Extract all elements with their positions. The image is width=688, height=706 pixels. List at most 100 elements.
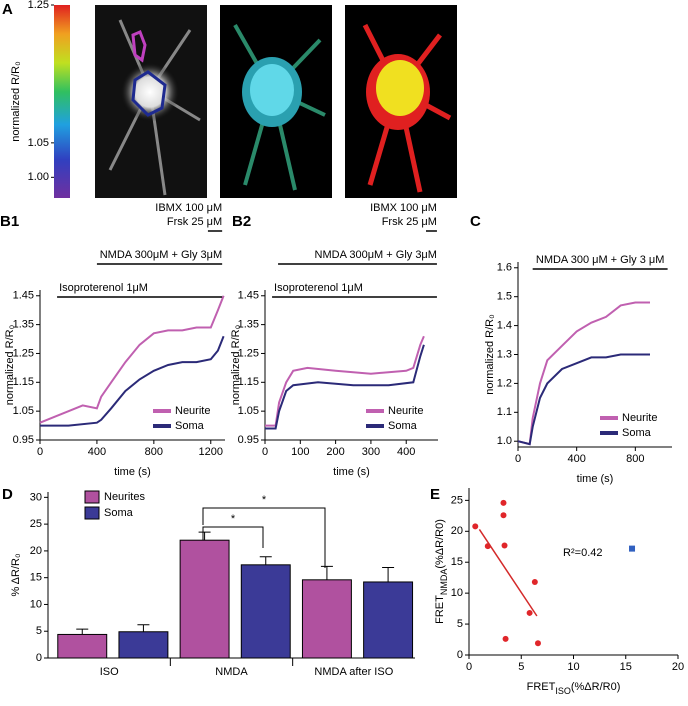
y-tick-label: 1.05	[13, 405, 34, 417]
error-bar	[259, 556, 272, 565]
point	[534, 640, 541, 647]
y-tick-label: 1.6	[497, 262, 512, 274]
x-tick-label: NMDA after ISO	[314, 666, 393, 678]
x-tick-label: 1200	[199, 446, 223, 458]
legend-label: Soma	[622, 427, 652, 439]
y-tick-label: 5	[36, 625, 42, 637]
y-tick-label: 1.1	[497, 406, 512, 418]
panel-label: C	[470, 213, 481, 230]
y-axis-label: normalized R/R₀	[230, 325, 242, 405]
treatment-label: IBMX 100 μM	[155, 202, 222, 214]
y-axis-label: FRETNMDA(%ΔR/R0)	[434, 519, 449, 624]
annotation: R²=0.42	[563, 547, 602, 559]
y-tick-label: 15	[451, 556, 463, 568]
point	[526, 609, 533, 616]
y-tick-label: 10	[451, 587, 463, 599]
trace	[39, 295, 225, 424]
x-tick-label: 200	[326, 446, 344, 458]
y-tick-label: 20	[30, 545, 42, 557]
panel-label: B1	[0, 213, 19, 230]
legend-label: Soma	[104, 507, 134, 519]
panel-label: B2	[232, 213, 251, 230]
x-tick-label: 400	[567, 453, 585, 465]
legend-label: Neurite	[388, 405, 423, 417]
micrograph-gray	[95, 5, 207, 198]
panel-label: D	[2, 486, 13, 503]
colorbar-tick-label: 1.00	[28, 171, 49, 183]
x-tick-label: 0	[262, 446, 268, 458]
point	[472, 523, 479, 530]
colorbar-tick-label: 1.25	[28, 0, 49, 11]
y-tick-label: 0	[36, 652, 42, 664]
panel-label: A	[2, 1, 13, 18]
y-tick-label: 25	[451, 494, 463, 506]
x-tick-label: ISO	[100, 666, 119, 678]
legend-swatch	[84, 506, 100, 520]
panel-label: E	[430, 486, 440, 503]
x-tick-label: 5	[518, 661, 524, 673]
x-tick-label: 400	[397, 446, 415, 458]
y-axis-label: normalized R/R₀	[484, 314, 496, 394]
treatment-label: IBMX 100 μM	[370, 202, 437, 214]
x-axis-label-part: ISO	[555, 686, 571, 696]
micrograph-ratio	[220, 5, 332, 198]
trace	[517, 301, 650, 446]
point	[629, 545, 636, 552]
trace	[265, 335, 425, 427]
significance-star: *	[231, 513, 236, 525]
trace	[40, 335, 225, 427]
x-tick-label: 20	[672, 661, 684, 673]
legend-label: Soma	[175, 420, 205, 432]
x-tick-label: 300	[362, 446, 380, 458]
y-tick-label: 1.25	[13, 347, 34, 359]
y-tick-label: 1.5	[497, 291, 512, 303]
colorbar	[54, 5, 70, 198]
x-axis-label: time (s)	[114, 466, 151, 478]
x-axis-label: time (s)	[333, 466, 370, 478]
y-tick-label: 0.95	[13, 434, 34, 446]
treatment-label: NMDA 300μM + Gly 3μM	[100, 249, 222, 261]
y-tick-label: 1.35	[238, 319, 259, 331]
legend-label: Neurites	[104, 491, 145, 503]
y-tick-label: 1.15	[13, 376, 34, 388]
legend-label: Neurite	[622, 412, 657, 424]
y-tick-label: 30	[30, 491, 42, 503]
y-tick-label: 1.3	[497, 348, 512, 360]
y-axis-label-part: FRET	[434, 595, 446, 624]
y-tick-label: 1.35	[13, 319, 34, 331]
error-bar	[76, 628, 89, 635]
bar	[240, 564, 291, 659]
x-tick-label: 800	[145, 446, 163, 458]
y-tick-label: 1.4	[497, 320, 512, 332]
error-bar	[198, 531, 211, 541]
x-tick-label: 10	[567, 661, 579, 673]
trace	[517, 353, 650, 446]
y-tick-label: 1.25	[238, 347, 259, 359]
treatment-label: NMDA 300 μM + Gly 3 μM	[536, 254, 665, 266]
bar	[363, 581, 414, 659]
x-axis-label: time (s)	[577, 473, 614, 485]
y-tick-label: 20	[451, 525, 463, 537]
error-bar	[137, 624, 150, 632]
treatment-label: Isoproterenol 1μM	[274, 282, 363, 294]
trace	[265, 344, 425, 430]
y-tick-label: 5	[457, 618, 463, 630]
x-tick-label: NMDA	[215, 666, 248, 678]
treatment-label: Isoproterenol 1μM	[59, 282, 148, 294]
point	[500, 512, 507, 519]
x-tick-label: 0	[515, 453, 521, 465]
error-bar	[320, 565, 333, 580]
y-tick-label: 0.95	[238, 434, 259, 446]
micrograph-mask	[345, 5, 457, 198]
x-tick-label: 0	[37, 446, 43, 458]
y-tick-label: 1.15	[238, 376, 259, 388]
colorbar-tick-label: 1.05	[28, 137, 49, 149]
point	[502, 635, 509, 642]
legend-label: Soma	[388, 420, 418, 432]
x-axis-label-part: (%ΔR/R0)	[571, 681, 621, 693]
y-axis-label-part: (%ΔR/R0)	[434, 519, 446, 569]
x-tick-label: 100	[291, 446, 309, 458]
y-tick-label: 15	[30, 572, 42, 584]
